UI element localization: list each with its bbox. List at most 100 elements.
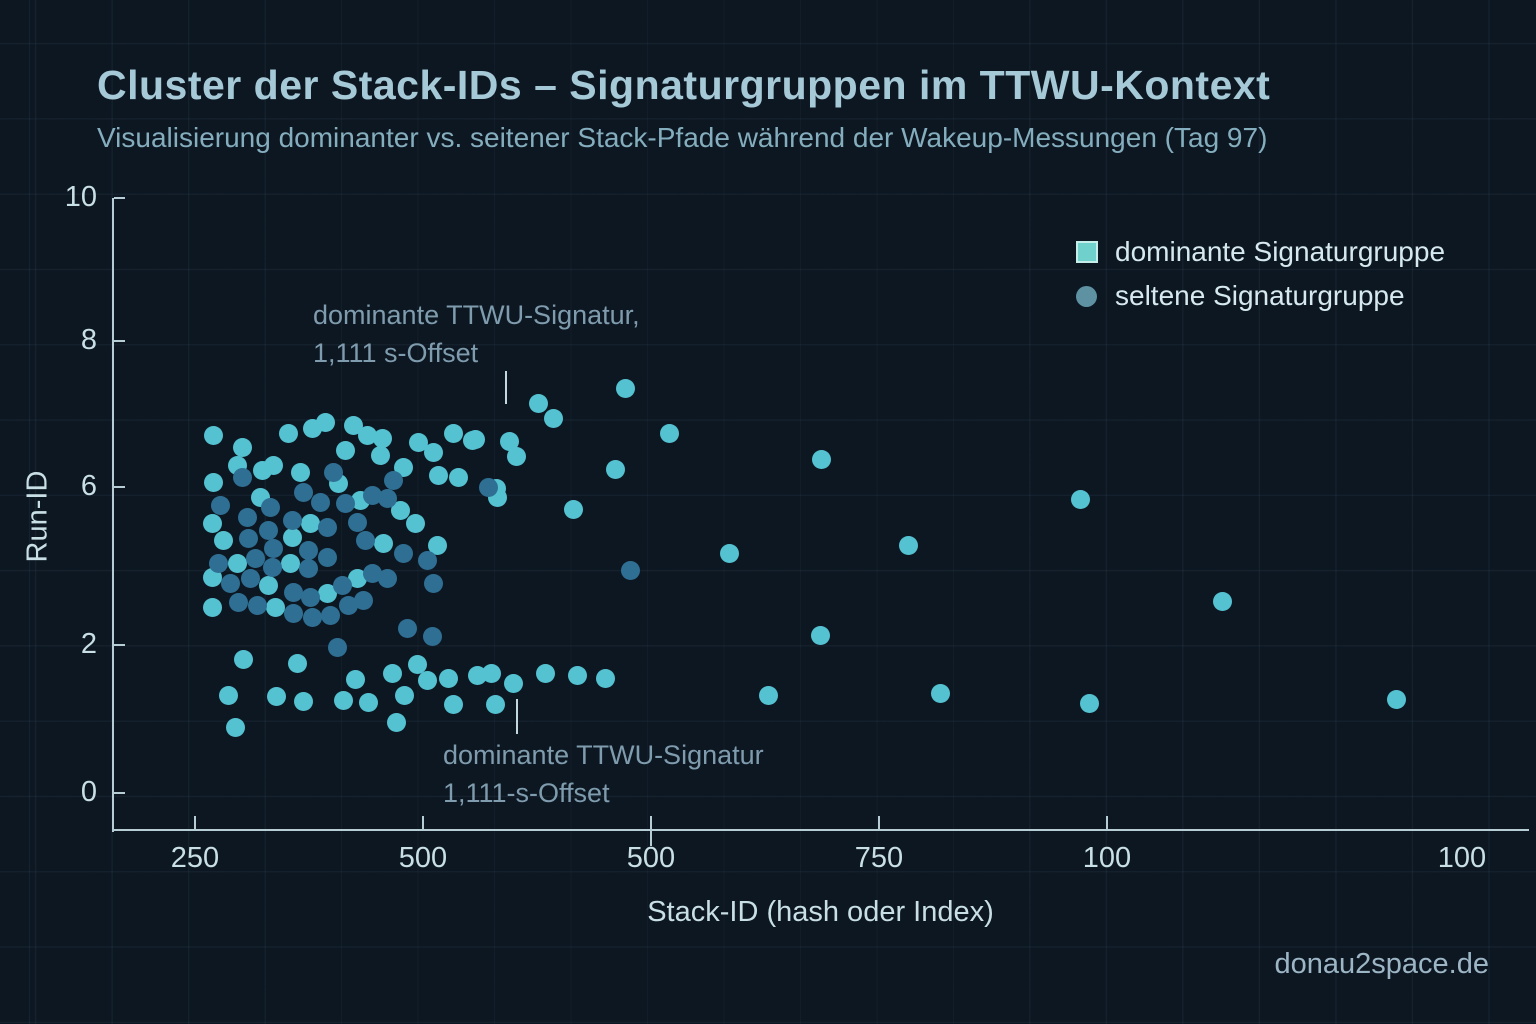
data-point-dominante [719,543,739,563]
data-point-dominante [300,513,320,533]
data-point-dominante [443,423,463,443]
data-point-seltene [208,553,228,573]
data-point-dominante [227,553,247,573]
data-point-seltene [302,607,322,627]
y-tick-mark [114,486,125,488]
data-point-seltene [220,573,240,593]
dominante-square-marker-icon [1076,241,1098,263]
data-point-seltene [283,603,303,623]
data-point-dominante [225,717,245,737]
data-point-dominante [503,673,523,693]
data-point-dominante [407,654,427,674]
data-point-dominante [811,449,831,469]
data-point-seltene [210,495,230,515]
data-point-seltene [228,592,248,612]
legend-item-seltene: seltene Signaturgruppe [1076,280,1405,311]
data-point-dominante [930,683,950,703]
data-point-dominante [372,428,392,448]
chart-title: Cluster der Stack-IDs – Signaturgruppen … [97,62,1271,108]
data-point-dominante [386,712,406,732]
data-point-seltene [282,510,302,530]
data-point-dominante [423,442,443,462]
watermark: donau2space.de [1274,948,1489,980]
data-point-dominante [218,685,238,705]
data-point-dominante [528,393,548,413]
data-point-dominante [1212,591,1232,611]
data-point-dominante [203,425,223,445]
data-point-dominante [443,694,463,714]
data-point-seltene [422,626,442,646]
data-point-dominante [290,462,310,482]
x-axis-spine [112,829,1529,831]
data-point-dominante [405,513,425,533]
data-point-seltene [383,470,403,490]
data-point-dominante [278,423,298,443]
data-point-dominante [567,665,587,685]
data-point-seltene [320,605,340,625]
data-point-dominante [595,668,615,688]
y-tick-label: 0 [80,776,97,808]
data-point-dominante [465,429,485,449]
data-point-dominante [417,670,437,690]
data-point-seltene [478,477,498,497]
data-point-dominante [1070,489,1090,509]
data-point-seltene [317,517,337,537]
data-point-dominante [358,692,378,712]
annotation-lower-leader-line [516,699,518,734]
data-point-dominante [1079,693,1099,713]
data-point-dominante [408,432,428,452]
data-point-dominante [287,653,307,673]
data-point-seltene [347,512,367,532]
data-point-dominante [213,530,233,550]
data-point-seltene [298,558,318,578]
x-tick-mark [194,816,196,829]
data-point-seltene [620,560,640,580]
annotation-upper-leader-line [505,371,507,404]
annotation-upper-line-2: 1,111 s-Offset [313,338,479,368]
data-point-dominante [282,527,302,547]
data-point-dominante [485,694,505,714]
data-point-seltene [310,492,330,512]
data-point-seltene [240,568,260,588]
y-tick-mark [114,197,125,199]
data-point-seltene [397,618,417,638]
y-axis-spine [112,198,114,832]
data-point-dominante [615,378,635,398]
data-point-dominante [265,597,285,617]
legend-label-seltene: seltene Signaturgruppe [1115,280,1405,311]
x-tick-label: 500 [626,842,676,874]
data-point-dominante [427,535,447,555]
data-point-dominante [233,649,253,669]
legend-item-dominante: dominante Signaturgruppe [1076,236,1445,267]
data-point-seltene [260,497,280,517]
y-tick-mark [114,340,125,342]
x-tick-label: 250 [170,842,220,874]
data-point-seltene [247,595,267,615]
x-tick-mark [650,830,652,846]
data-point-seltene [232,467,252,487]
data-point-dominante [333,690,353,710]
data-point-seltene [362,485,382,505]
x-axis-label: Stack-ID (hash oder Index) [647,896,994,928]
data-point-seltene [362,563,382,583]
x-tick-mark [1106,816,1108,829]
data-point-dominante [335,440,355,460]
data-point-seltene [262,557,282,577]
y-tick-label: 6 [80,470,97,502]
y-tick-mark [114,792,125,794]
data-point-seltene [417,550,437,570]
x-tick-mark [878,816,880,829]
data-point-seltene [355,530,375,550]
data-point-dominante [343,415,363,435]
data-point-dominante [535,663,555,683]
y-tick-label: 2 [80,628,97,660]
data-point-dominante [659,423,679,443]
x-tick-label: 100 [1082,842,1132,874]
data-point-seltene [237,507,257,527]
data-point-dominante [382,663,402,683]
data-point-dominante [202,597,222,617]
data-point-dominante [563,499,583,519]
x-tick-label: 500 [398,842,448,874]
data-point-dominante [232,437,252,457]
